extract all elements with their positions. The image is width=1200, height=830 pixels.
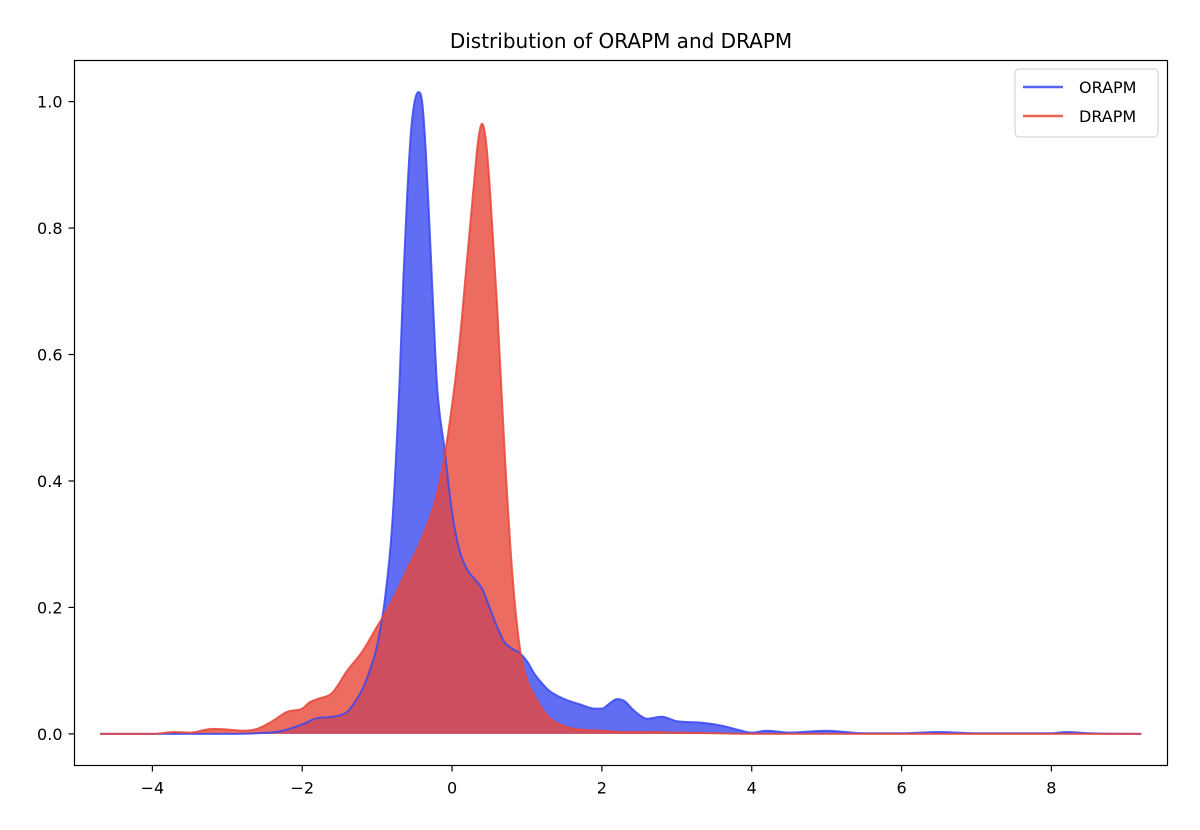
y-tick-label: 0.0 [37, 725, 62, 744]
x-tick-label: 2 [597, 779, 607, 798]
y-tick-label: 1.0 [37, 93, 62, 112]
legend: ORAPM DRAPM [1014, 68, 1159, 138]
plot-frame [73, 59, 1169, 767]
drapm-area [99, 123, 1142, 734]
y-tick-label: 0.8 [37, 219, 62, 238]
y-tick-label: 0.4 [37, 472, 62, 491]
x-tick-label: −4 [141, 779, 165, 798]
y-tick-label: 0.6 [37, 346, 62, 365]
orapm-line [99, 91, 1142, 735]
x-tick-label: 6 [896, 779, 906, 798]
drapm-legend-label: DRAPM [1079, 107, 1136, 126]
line-layer [99, 91, 1142, 735]
drapm-line [99, 122, 1142, 735]
chart-title: Distribution of ORAPM and DRAPM [450, 29, 792, 53]
x-tick-label: 0 [447, 779, 457, 798]
x-axis: −4 −2 0 2 4 6 8 [141, 765, 1056, 798]
x-tick-label: −2 [290, 779, 314, 798]
x-tick-label: 8 [1046, 779, 1056, 798]
orapm-legend-label: ORAPM [1079, 78, 1136, 97]
y-axis: 0.0 0.2 0.4 0.6 0.8 1.0 [37, 93, 75, 744]
area-layer [99, 92, 1142, 734]
x-tick-label: 4 [747, 779, 757, 798]
orapm-area [99, 92, 1142, 734]
y-tick-label: 0.2 [37, 598, 62, 617]
